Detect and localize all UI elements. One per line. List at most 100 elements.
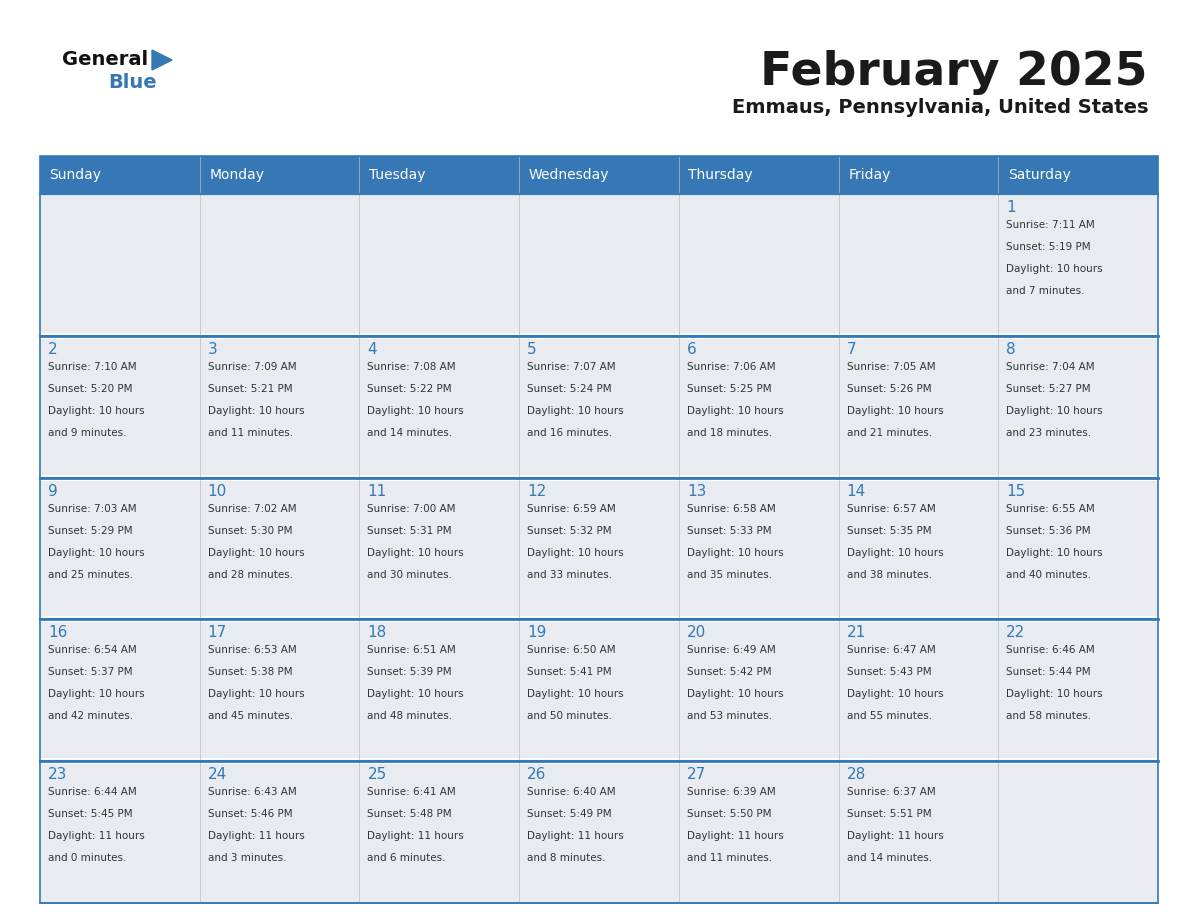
Text: Sunrise: 6:55 AM: Sunrise: 6:55 AM — [1006, 504, 1095, 513]
Text: Daylight: 10 hours: Daylight: 10 hours — [687, 406, 783, 416]
Text: 10: 10 — [208, 484, 227, 498]
Text: Sunset: 5:42 PM: Sunset: 5:42 PM — [687, 667, 771, 677]
Text: 2: 2 — [48, 341, 57, 357]
Text: Daylight: 10 hours: Daylight: 10 hours — [1006, 406, 1102, 416]
Bar — [40, 620, 200, 761]
Bar — [519, 194, 678, 336]
Text: and 6 minutes.: and 6 minutes. — [367, 853, 446, 863]
Text: Sunrise: 7:04 AM: Sunrise: 7:04 AM — [1006, 362, 1095, 372]
Text: Daylight: 10 hours: Daylight: 10 hours — [527, 689, 624, 700]
Text: 19: 19 — [527, 625, 546, 641]
Polygon shape — [152, 50, 172, 70]
Bar — [998, 761, 1158, 903]
Text: 17: 17 — [208, 625, 227, 641]
Text: Sunset: 5:21 PM: Sunset: 5:21 PM — [208, 384, 292, 394]
Bar — [678, 194, 839, 336]
Text: Daylight: 10 hours: Daylight: 10 hours — [367, 689, 465, 700]
Text: Blue: Blue — [108, 73, 157, 92]
Text: Sunrise: 6:59 AM: Sunrise: 6:59 AM — [527, 504, 615, 513]
Text: 26: 26 — [527, 767, 546, 782]
Text: Sunset: 5:49 PM: Sunset: 5:49 PM — [527, 809, 612, 819]
Text: and 33 minutes.: and 33 minutes. — [527, 569, 612, 579]
Text: 24: 24 — [208, 767, 227, 782]
Text: 6: 6 — [687, 341, 696, 357]
Text: and 11 minutes.: and 11 minutes. — [208, 428, 292, 438]
Text: Sunrise: 6:43 AM: Sunrise: 6:43 AM — [208, 788, 297, 797]
Text: and 7 minutes.: and 7 minutes. — [1006, 285, 1085, 296]
Bar — [839, 620, 998, 761]
Text: and 42 minutes.: and 42 minutes. — [48, 711, 133, 722]
Text: and 11 minutes.: and 11 minutes. — [687, 853, 772, 863]
Text: and 53 minutes.: and 53 minutes. — [687, 711, 772, 722]
Text: and 0 minutes.: and 0 minutes. — [48, 853, 126, 863]
Text: 23: 23 — [48, 767, 68, 782]
Text: 14: 14 — [847, 484, 866, 498]
Text: Sunset: 5:46 PM: Sunset: 5:46 PM — [208, 809, 292, 819]
Text: Daylight: 10 hours: Daylight: 10 hours — [48, 689, 145, 700]
Bar — [40, 156, 200, 194]
Text: Sunset: 5:35 PM: Sunset: 5:35 PM — [847, 526, 931, 535]
Text: Sunrise: 6:39 AM: Sunrise: 6:39 AM — [687, 788, 776, 797]
Bar — [40, 761, 200, 903]
Text: Sunset: 5:37 PM: Sunset: 5:37 PM — [48, 667, 133, 677]
Bar — [519, 620, 678, 761]
Bar — [200, 761, 360, 903]
Bar — [360, 620, 519, 761]
Bar — [40, 194, 200, 336]
Text: Sunrise: 7:07 AM: Sunrise: 7:07 AM — [527, 362, 615, 372]
Text: Sunset: 5:31 PM: Sunset: 5:31 PM — [367, 526, 453, 535]
Text: Sunrise: 7:05 AM: Sunrise: 7:05 AM — [847, 362, 935, 372]
Text: 5: 5 — [527, 341, 537, 357]
Text: Sunset: 5:30 PM: Sunset: 5:30 PM — [208, 526, 292, 535]
Text: and 58 minutes.: and 58 minutes. — [1006, 711, 1092, 722]
Text: and 35 minutes.: and 35 minutes. — [687, 569, 772, 579]
Bar — [40, 475, 1158, 481]
Text: February 2025: February 2025 — [760, 50, 1148, 95]
Text: and 40 minutes.: and 40 minutes. — [1006, 569, 1092, 579]
Text: Sunrise: 6:54 AM: Sunrise: 6:54 AM — [48, 645, 137, 655]
Bar — [360, 761, 519, 903]
Text: 18: 18 — [367, 625, 386, 641]
Text: 7: 7 — [847, 341, 857, 357]
Text: 20: 20 — [687, 625, 706, 641]
Text: Sunrise: 7:06 AM: Sunrise: 7:06 AM — [687, 362, 776, 372]
Text: and 18 minutes.: and 18 minutes. — [687, 428, 772, 438]
Text: and 14 minutes.: and 14 minutes. — [847, 853, 931, 863]
Text: 25: 25 — [367, 767, 386, 782]
Bar — [998, 620, 1158, 761]
Text: General: General — [62, 50, 148, 69]
Text: Sunset: 5:29 PM: Sunset: 5:29 PM — [48, 526, 133, 535]
Text: Daylight: 10 hours: Daylight: 10 hours — [208, 406, 304, 416]
Text: and 3 minutes.: and 3 minutes. — [208, 853, 286, 863]
Bar — [519, 156, 678, 194]
Text: 1: 1 — [1006, 200, 1016, 215]
Text: Sunrise: 7:11 AM: Sunrise: 7:11 AM — [1006, 220, 1095, 230]
Text: Sunrise: 7:08 AM: Sunrise: 7:08 AM — [367, 362, 456, 372]
Text: and 9 minutes.: and 9 minutes. — [48, 428, 126, 438]
Text: Sunrise: 6:44 AM: Sunrise: 6:44 AM — [48, 788, 137, 797]
Text: and 55 minutes.: and 55 minutes. — [847, 711, 931, 722]
Text: Sunrise: 6:58 AM: Sunrise: 6:58 AM — [687, 504, 776, 513]
Text: 9: 9 — [48, 484, 58, 498]
Text: Sunrise: 6:51 AM: Sunrise: 6:51 AM — [367, 645, 456, 655]
Text: 28: 28 — [847, 767, 866, 782]
Text: Daylight: 10 hours: Daylight: 10 hours — [48, 547, 145, 557]
Text: Daylight: 10 hours: Daylight: 10 hours — [847, 547, 943, 557]
Text: Daylight: 10 hours: Daylight: 10 hours — [367, 406, 465, 416]
Text: Sunset: 5:39 PM: Sunset: 5:39 PM — [367, 667, 453, 677]
Text: Daylight: 10 hours: Daylight: 10 hours — [208, 547, 304, 557]
Text: Sunrise: 6:57 AM: Sunrise: 6:57 AM — [847, 504, 935, 513]
Text: and 48 minutes.: and 48 minutes. — [367, 711, 453, 722]
Bar — [200, 620, 360, 761]
Text: and 16 minutes.: and 16 minutes. — [527, 428, 612, 438]
Bar — [40, 477, 200, 620]
Text: Daylight: 11 hours: Daylight: 11 hours — [847, 831, 943, 841]
Text: Daylight: 10 hours: Daylight: 10 hours — [847, 689, 943, 700]
Bar — [200, 336, 360, 477]
Text: 13: 13 — [687, 484, 706, 498]
Text: Daylight: 11 hours: Daylight: 11 hours — [48, 831, 145, 841]
Bar — [360, 477, 519, 620]
Bar — [200, 477, 360, 620]
Text: Sunrise: 6:50 AM: Sunrise: 6:50 AM — [527, 645, 615, 655]
Text: and 23 minutes.: and 23 minutes. — [1006, 428, 1092, 438]
